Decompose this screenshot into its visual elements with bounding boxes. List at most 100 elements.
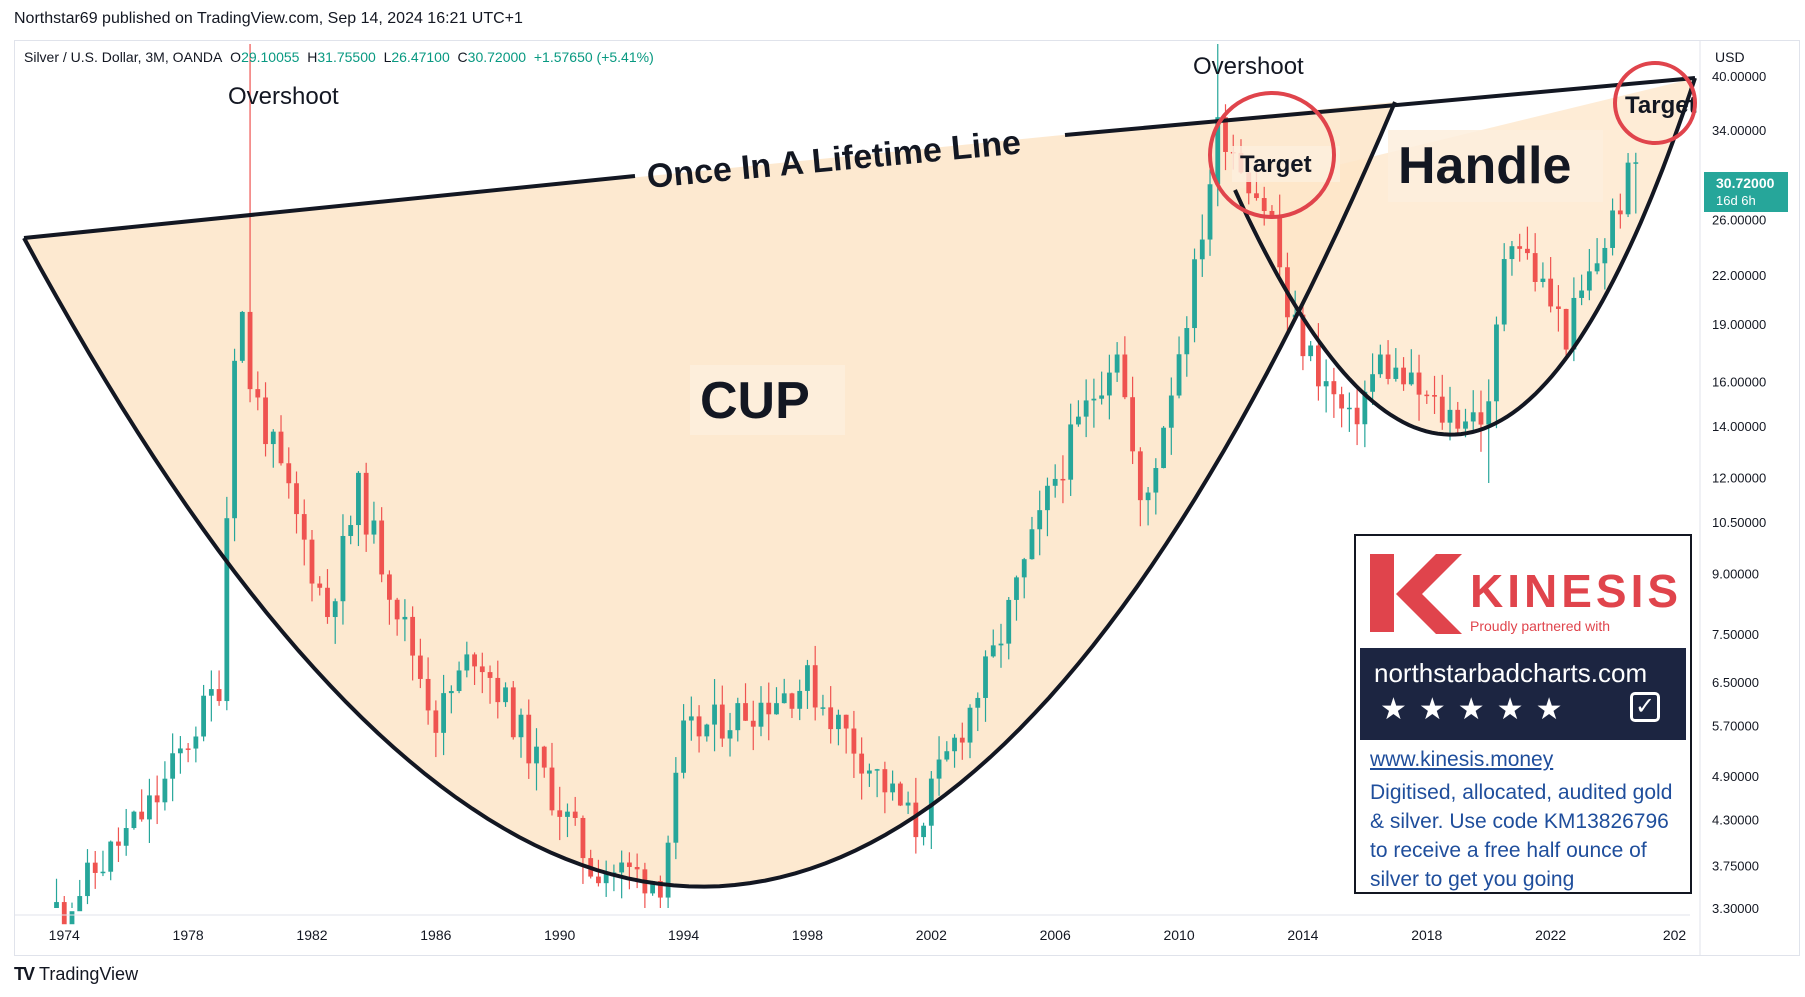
candle-body — [851, 728, 857, 754]
tradingview-logo[interactable]: TV TradingView — [14, 964, 138, 985]
currency-button[interactable]: USD — [1715, 49, 1745, 65]
chart-frame[interactable] — [14, 40, 1800, 956]
y-tick-label: 10.50000 — [1712, 515, 1766, 530]
rating-stars-icon: ★★★★★ — [1380, 693, 1575, 726]
candle-body — [441, 693, 446, 733]
candle-body — [913, 802, 919, 838]
kinesis-link[interactable]: www.kinesis.money — [1370, 748, 1554, 771]
candle-body — [479, 666, 485, 673]
candle-body — [890, 783, 896, 793]
ad-copy: Digitised, allocated, audited gold & sil… — [1370, 781, 1673, 891]
candle-body — [650, 881, 656, 894]
x-tick-label: 1990 — [544, 927, 575, 943]
candle-body — [154, 795, 160, 803]
candle-body — [526, 714, 532, 764]
candle-body — [619, 862, 625, 873]
candle-body — [301, 514, 307, 540]
candle-body — [1339, 394, 1345, 409]
candle-body — [410, 616, 416, 656]
candle-body — [1555, 306, 1561, 309]
candle-body — [959, 737, 965, 743]
candle-body — [1261, 198, 1267, 211]
candle-body — [921, 825, 926, 838]
candle-body — [789, 693, 795, 709]
candle-body — [952, 737, 957, 752]
candle-body — [1083, 400, 1089, 417]
candle-body — [688, 716, 694, 721]
y-tick-label: 4.90000 — [1712, 769, 1759, 784]
overshoot-label-1: Overshoot — [228, 83, 339, 110]
candle-body — [232, 360, 237, 519]
candle-body — [387, 574, 392, 600]
y-tick-label: 26.00000 — [1712, 212, 1766, 227]
x-tick-label: 1982 — [296, 927, 327, 943]
candle-body — [905, 802, 911, 806]
candle-body — [781, 693, 787, 704]
candle-body — [1199, 239, 1205, 260]
candle-body — [1617, 210, 1623, 215]
candle-body — [54, 902, 59, 908]
candle-body — [1548, 278, 1554, 307]
candle-body — [1184, 328, 1190, 355]
candle-body — [1501, 259, 1507, 325]
x-tick-label: 1978 — [173, 927, 204, 943]
y-tick-label: 34.00000 — [1712, 123, 1766, 138]
candle-body — [1354, 407, 1360, 425]
cup-area — [24, 102, 1395, 887]
candle-body — [162, 778, 168, 803]
target-label-bg-1 — [1232, 146, 1340, 182]
x-tick-label: 2018 — [1411, 927, 1442, 943]
x-tick-label: 2022 — [1535, 927, 1566, 943]
candle-body — [735, 703, 741, 731]
candle-body — [828, 707, 834, 730]
candle-body — [1014, 577, 1019, 600]
candle-body — [572, 811, 578, 818]
last-price-tag: 30.72000 16d 6h — [1704, 172, 1788, 212]
y-tick-label: 4.30000 — [1712, 813, 1759, 828]
candle-body — [1130, 397, 1136, 452]
candle-body — [1509, 246, 1515, 260]
candle-body — [263, 397, 268, 445]
cup-label-bg — [690, 365, 845, 435]
candle-body — [185, 748, 191, 750]
candle-body — [464, 654, 470, 671]
target-label-2: Target — [1625, 92, 1697, 119]
candle-body — [69, 911, 75, 925]
candle-body — [1486, 401, 1492, 425]
candle-body — [348, 525, 354, 536]
candle-body — [596, 876, 601, 884]
candle-body — [247, 311, 253, 390]
candle-body — [1432, 395, 1437, 397]
kinesis-ad[interactable]: KINESIS Proudly partnered with northstar… — [1354, 534, 1692, 894]
candle-body — [1416, 372, 1422, 395]
candle-body — [820, 707, 826, 709]
candle-body — [774, 703, 779, 715]
candle-body — [1408, 372, 1414, 385]
candle-body — [425, 678, 431, 711]
candle-body — [1068, 424, 1074, 480]
legend-open-label: O — [230, 49, 242, 65]
overshoot-label-2: Overshoot — [1193, 53, 1304, 80]
candle-body — [1331, 381, 1337, 395]
candle-body — [332, 601, 338, 618]
candle-body — [836, 714, 841, 730]
candle-body — [696, 716, 702, 737]
candle-body — [417, 655, 423, 679]
candle-body — [758, 702, 764, 727]
candle-body — [1424, 394, 1430, 397]
candle-body — [1122, 354, 1128, 398]
candle-body — [1277, 215, 1283, 268]
y-tick-label: 5.70000 — [1712, 719, 1759, 734]
candle-body — [1099, 395, 1105, 399]
candle-body — [495, 677, 501, 703]
candle-body — [193, 736, 199, 749]
candle-body — [294, 483, 299, 515]
candle-body — [1385, 354, 1391, 379]
candle-body — [657, 881, 663, 898]
candle-body — [1494, 324, 1499, 402]
axes-layer: 40.00000 34.00000 26.00000 22.00000 19.00000… — [14, 40, 1766, 956]
candle-body — [286, 463, 292, 484]
candle-body — [1076, 416, 1081, 425]
candle-body — [1370, 374, 1375, 392]
